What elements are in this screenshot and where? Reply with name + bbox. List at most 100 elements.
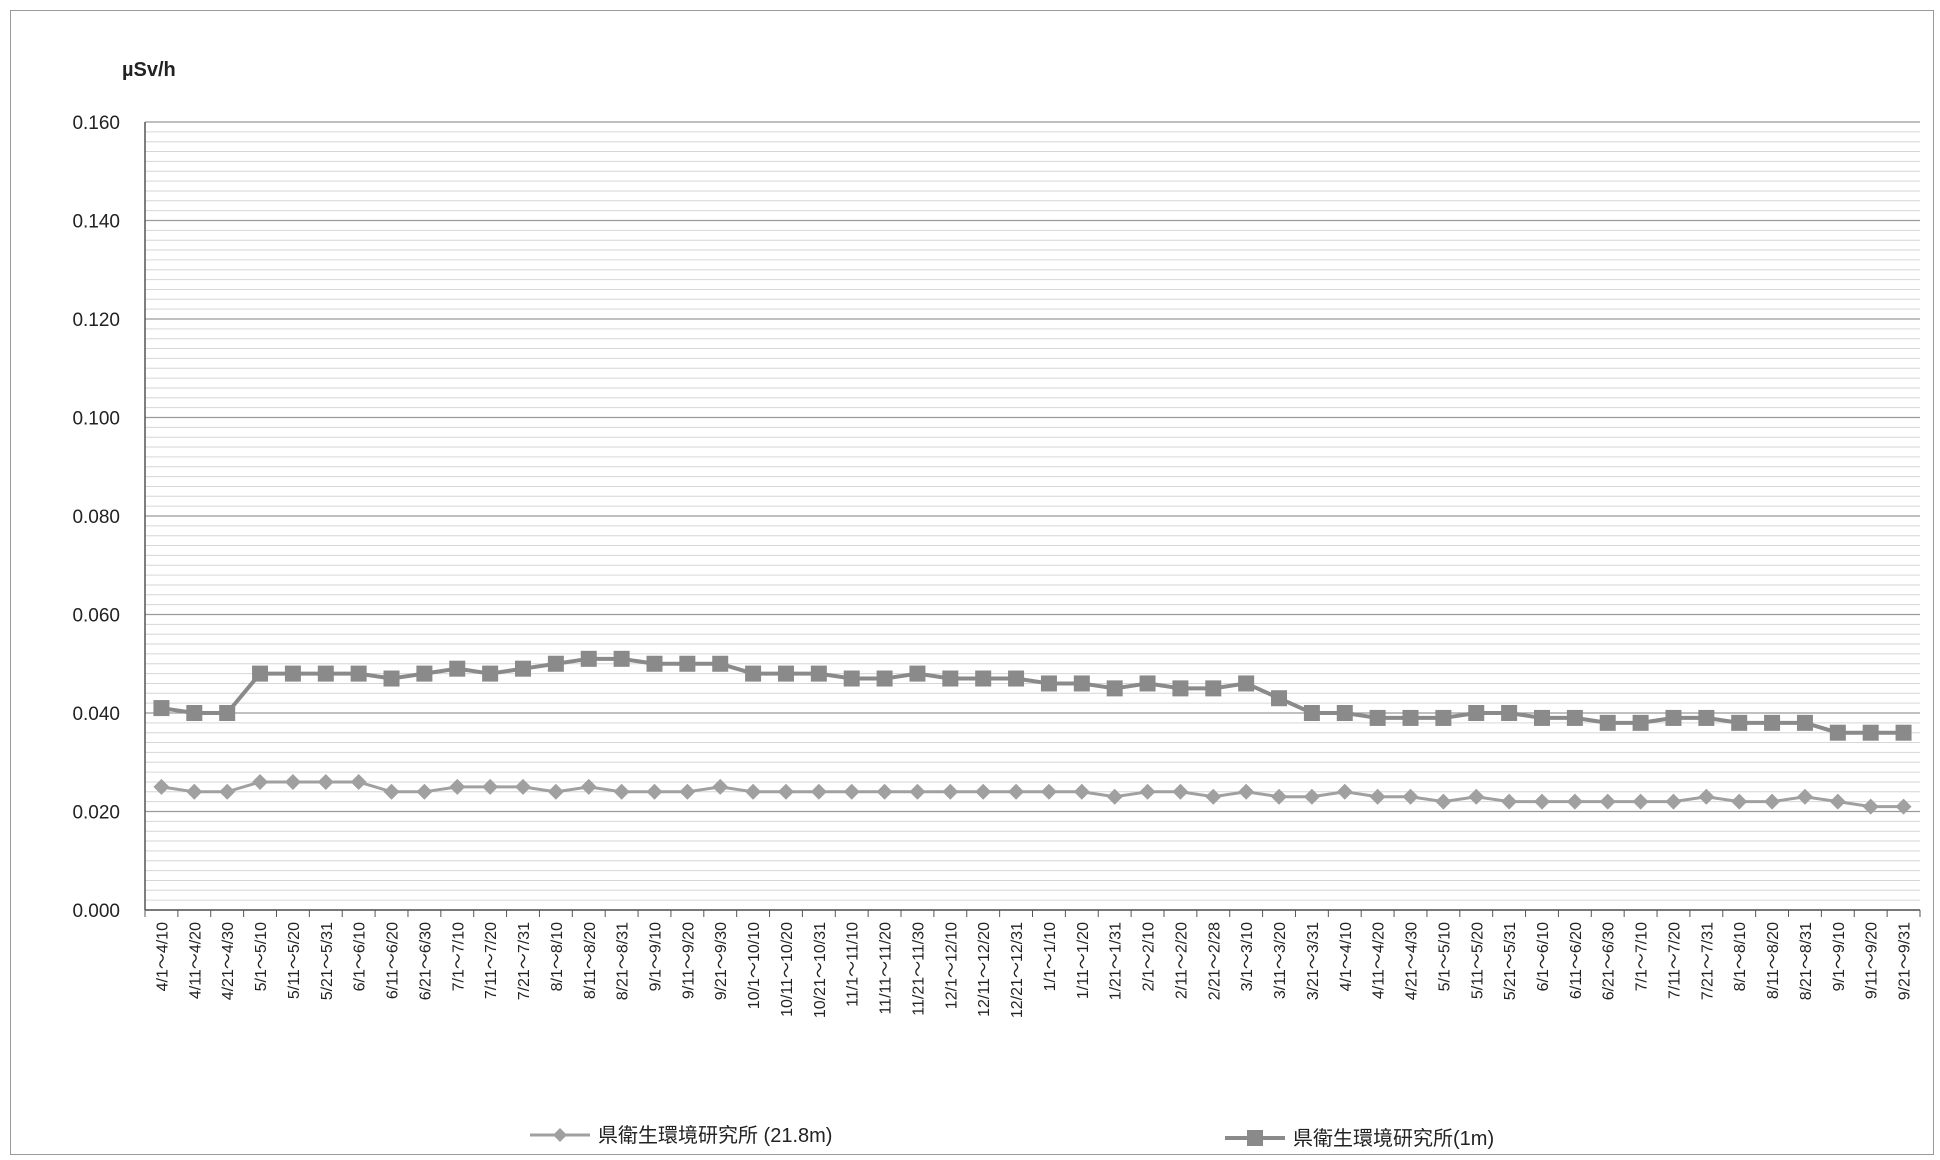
data-point-square xyxy=(646,655,663,672)
data-point-diamond xyxy=(1172,783,1189,800)
x-tick-label: 12/21～12/31 xyxy=(1009,922,1026,1018)
data-point-diamond xyxy=(1796,788,1813,805)
x-tick-label: 9/1～9/10 xyxy=(647,922,664,991)
data-point-diamond xyxy=(252,773,269,790)
axes xyxy=(144,122,1921,917)
data-point-square xyxy=(1040,675,1057,692)
y-tick-label: 0.060 xyxy=(72,606,120,627)
data-point-diamond xyxy=(679,783,696,800)
data-point-diamond xyxy=(1106,788,1123,805)
data-point-square xyxy=(1665,709,1682,726)
x-tick-label: 4/11～4/20 xyxy=(187,922,204,999)
data-point-square xyxy=(1501,705,1518,721)
data-point-square xyxy=(350,665,367,682)
data-point-diamond xyxy=(1468,788,1485,805)
x-tick-label: 1/1～1/10 xyxy=(1042,922,1059,991)
data-point-diamond xyxy=(1040,783,1057,800)
data-point-square xyxy=(284,665,301,682)
x-tick-label: 6/21～6/30 xyxy=(417,922,434,1000)
data-point-diamond xyxy=(1501,793,1518,810)
x-tick-label: 5/1～5/10 xyxy=(253,922,270,991)
x-tick-label: 4/11～4/20 xyxy=(1371,922,1388,999)
data-point-square xyxy=(547,655,564,672)
data-point-square xyxy=(1895,724,1912,741)
data-point-square xyxy=(252,665,269,682)
data-point-diamond xyxy=(1731,793,1748,810)
data-point-diamond xyxy=(810,783,827,800)
data-point-diamond xyxy=(1665,793,1682,810)
data-point-square xyxy=(1632,714,1649,731)
data-point-diamond xyxy=(1599,793,1616,810)
x-tick-label: 2/1～2/10 xyxy=(1141,922,1158,991)
data-point-square xyxy=(1336,705,1353,721)
data-point-square xyxy=(1862,724,1879,741)
data-point-square xyxy=(1533,709,1550,726)
x-tick-label: 7/1～7/10 xyxy=(450,922,467,991)
x-tick-label: 3/1～3/10 xyxy=(1239,922,1256,991)
data-point-diamond xyxy=(1303,788,1320,805)
x-tick-label: 2/11～2/20 xyxy=(1173,922,1190,999)
x-tick-label: 4/21～4/30 xyxy=(1404,922,1421,1000)
data-point-diamond xyxy=(547,783,564,800)
data-point-square xyxy=(1468,705,1485,721)
legend: 県衛生環境研究所 (21.8m) 県衛生環境研究所(1m) xyxy=(530,1124,1494,1150)
x-tick-label: 7/21～7/31 xyxy=(516,922,533,1000)
data-point-diamond xyxy=(284,773,301,790)
data-point-square xyxy=(1731,714,1748,731)
data-point-diamond xyxy=(613,783,630,800)
data-point-diamond xyxy=(1369,788,1386,805)
x-tick-label: 6/1～6/10 xyxy=(352,922,369,991)
data-point-square xyxy=(1764,714,1781,731)
x-tick-label: 2/21～2/28 xyxy=(1206,922,1223,1000)
data-point-square xyxy=(1073,675,1090,692)
data-point-square xyxy=(1402,709,1419,726)
x-tick-label: 8/1～8/10 xyxy=(549,922,566,991)
data-point-diamond xyxy=(1862,798,1879,815)
x-tick-label: 12/1～12/10 xyxy=(943,922,960,1009)
y-tick-label: 0.100 xyxy=(72,409,120,430)
data-point-square xyxy=(745,665,762,682)
x-tick-label: 9/11～9/20 xyxy=(1864,922,1881,999)
x-tick-label: 4/1～4/10 xyxy=(1338,922,1355,991)
data-point-diamond xyxy=(1895,798,1912,815)
data-point-diamond xyxy=(1402,788,1419,805)
data-point-diamond xyxy=(1698,788,1715,805)
data-point-diamond xyxy=(1205,788,1222,805)
data-point-square xyxy=(449,660,466,677)
data-point-square xyxy=(317,665,334,682)
x-tick-label: 6/11～6/20 xyxy=(1568,922,1585,999)
legend-label: 県衛生環境研究所(1m) xyxy=(1293,1127,1494,1150)
data-point-diamond xyxy=(646,783,663,800)
x-tick-label: 5/21～5/31 xyxy=(1502,922,1519,1000)
y-tick-label: 0.080 xyxy=(72,507,120,528)
data-point-diamond xyxy=(1566,793,1583,810)
data-point-diamond xyxy=(1764,793,1781,810)
data-point-square xyxy=(1796,714,1813,731)
y-tick-label: 0.160 xyxy=(72,113,120,134)
x-tick-label: 5/11～5/20 xyxy=(1469,922,1486,999)
data-point-diamond xyxy=(219,783,236,800)
data-point-diamond xyxy=(416,783,433,800)
data-point-diamond xyxy=(383,783,400,800)
y-tick-label: 0.140 xyxy=(72,212,120,233)
data-point-diamond xyxy=(1238,783,1255,800)
data-point-diamond xyxy=(745,783,762,800)
x-tick-label: 10/11～10/20 xyxy=(779,922,796,1017)
data-point-square xyxy=(1599,714,1616,731)
x-tick-label: 3/11～3/20 xyxy=(1272,922,1289,999)
data-point-diamond xyxy=(153,778,170,795)
data-point-diamond xyxy=(909,783,926,800)
data-point-diamond xyxy=(942,783,959,800)
data-point-diamond xyxy=(975,783,992,800)
x-tick-label: 11/21～11/30 xyxy=(910,922,927,1016)
data-point-square xyxy=(515,660,532,677)
x-tick-label: 11/1～11/10 xyxy=(845,922,862,1007)
legend-label: 県衛生環境研究所 (21.8m) xyxy=(598,1124,832,1147)
data-point-diamond xyxy=(1829,793,1846,810)
data-point-square xyxy=(153,700,170,717)
x-tick-label: 12/11～12/20 xyxy=(976,922,993,1017)
data-point-diamond xyxy=(1533,793,1550,810)
series-lines xyxy=(153,650,1912,815)
x-tick-label: 10/1～10/10 xyxy=(746,922,763,1009)
